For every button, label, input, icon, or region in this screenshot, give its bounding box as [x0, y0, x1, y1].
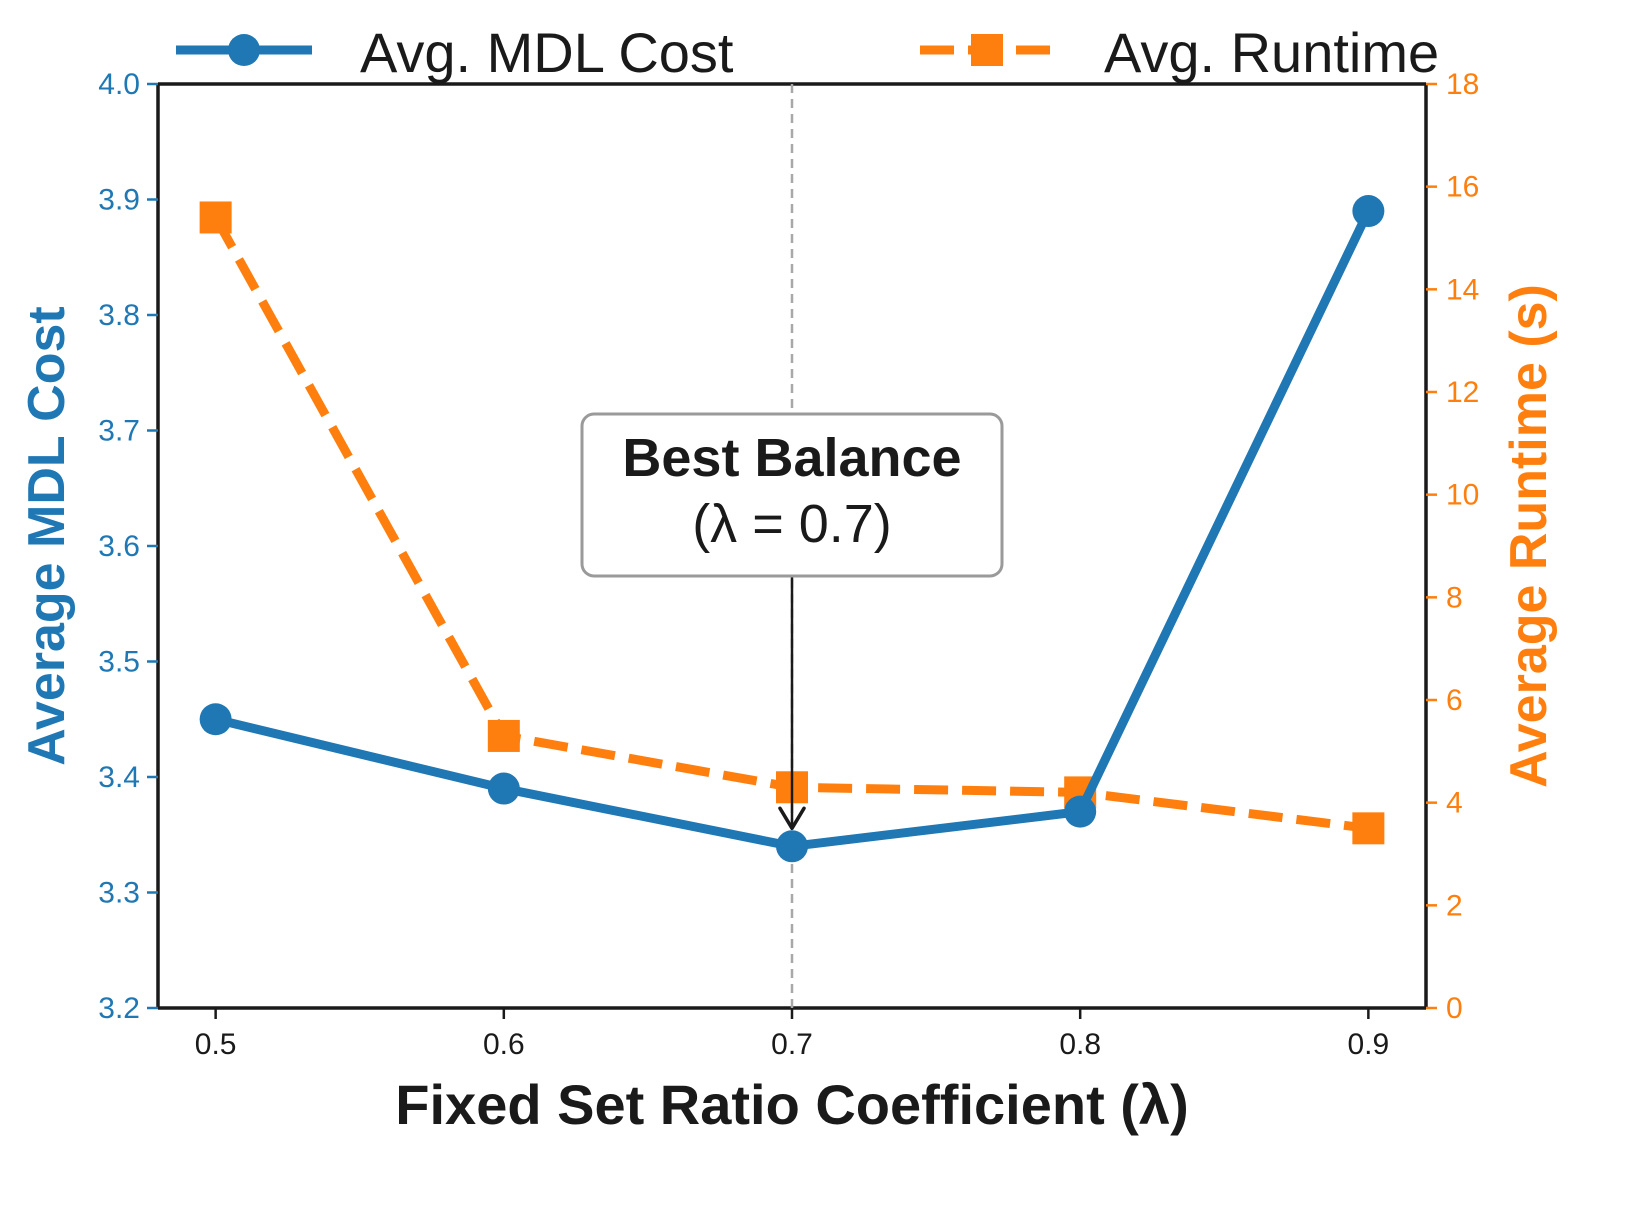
y-ticks-left: 3.2 3.3 3.4 3.5 3.6 3.7 3.8 3.9 4.0	[98, 68, 158, 1025]
mdl-series	[199, 195, 1385, 863]
y-tick-label-left: 3.7	[98, 415, 140, 448]
y-tick-label-right: 10	[1446, 479, 1479, 512]
y-tick-label-right: 14	[1446, 273, 1479, 306]
annotation-box	[580, 412, 1004, 578]
y-tick-label-left: 3.9	[98, 184, 140, 217]
y-tick-label-right: 6	[1446, 684, 1463, 717]
y-tick-label-left: 3.5	[98, 646, 140, 679]
y-ticks-right: 0 2 4 6 8 10 12 14 16 18	[1426, 68, 1479, 1025]
y-tick-label-right: 2	[1446, 889, 1463, 922]
y-tick-label-right: 18	[1446, 68, 1479, 101]
x-tick-label: 0.6	[483, 1028, 525, 1061]
runtime-point	[487, 719, 520, 752]
y-tick-label-left: 3.2	[98, 992, 140, 1025]
best-balance-annotation: Best Balance (λ = 0.7)	[580, 412, 1004, 831]
x-tick-label: 0.9	[1348, 1028, 1390, 1061]
y-tick-label-right: 8	[1446, 581, 1463, 614]
x-tick-label: 0.5	[195, 1028, 237, 1061]
annotation-subtitle: (λ = 0.7)	[692, 494, 892, 554]
y-tick-label-left: 3.4	[98, 761, 140, 794]
x-tick-label: 0.7	[771, 1028, 813, 1061]
y-tick-label-right: 4	[1446, 787, 1463, 820]
mdl-point	[1352, 195, 1385, 228]
y-tick-label-right: 16	[1446, 171, 1479, 204]
legend-mdl-label: Avg. MDL Cost	[360, 21, 734, 84]
legend: Avg. MDL Cost Avg. Runtime	[176, 21, 1439, 84]
mdl-point	[487, 772, 520, 805]
mdl-point	[776, 830, 808, 863]
x-ticks: 0.5 0.6 0.7 0.8 0.9	[195, 1008, 1389, 1061]
mdl-point	[199, 703, 232, 736]
y-axis-title-right: Average Runtime (s)	[1500, 284, 1558, 788]
x-tick-label: 0.8	[1059, 1028, 1101, 1061]
y-tick-label-left: 3.8	[98, 299, 140, 332]
y-tick-label-right: 0	[1446, 992, 1463, 1025]
y-tick-label-left: 4.0	[98, 68, 140, 101]
legend-runtime-marker	[971, 34, 1003, 66]
y-axis-title-left: Average MDL Cost	[18, 306, 76, 765]
runtime-point	[199, 201, 232, 234]
x-axis-title: Fixed Set Ratio Coefficient (λ)	[395, 1073, 1188, 1136]
legend-runtime-label: Avg. Runtime	[1104, 21, 1439, 84]
annotation-arrow-head	[778, 806, 806, 831]
mdl-point	[1064, 795, 1097, 828]
y-tick-label-left: 3.3	[98, 877, 140, 910]
y-tick-label-right: 12	[1446, 376, 1479, 409]
legend-mdl-marker	[228, 34, 260, 66]
annotation-title: Best Balance	[622, 428, 961, 488]
runtime-point	[1352, 812, 1385, 845]
y-tick-label-left: 3.6	[98, 530, 140, 563]
